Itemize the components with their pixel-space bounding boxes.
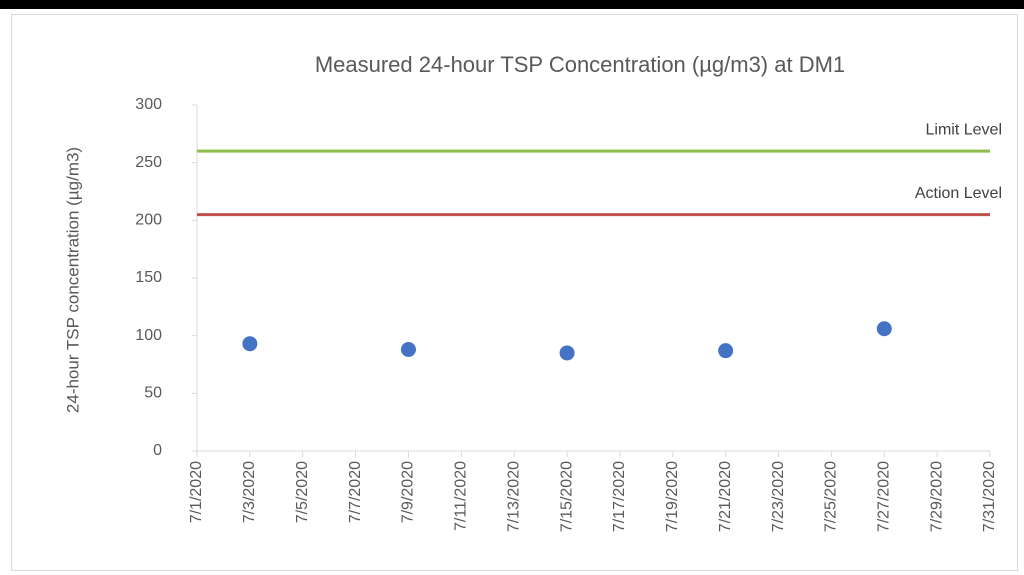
reference-line-label: Action Level [915,185,1002,202]
x-tick-label: 7/25/2020 [823,461,840,532]
x-tick-label: 7/23/2020 [770,461,787,532]
x-tick-label: 7/29/2020 [928,461,945,532]
x-tick-label: 7/15/2020 [558,461,575,532]
reference-line-label: Limit Level [926,121,1002,138]
data-point [876,321,892,337]
y-tick-label: 250 [135,154,162,171]
y-tick-label: 300 [135,96,162,113]
top-bar [0,0,1024,9]
y-tick-label: 200 [135,212,162,229]
x-tick-label: 7/9/2020 [400,461,417,523]
x-tick-label: 7/7/2020 [347,461,364,523]
x-tick-label: 7/31/2020 [981,461,998,532]
y-tick-label: 150 [135,269,162,286]
x-tick-label: 7/13/2020 [505,461,522,532]
x-tick-label: 7/21/2020 [717,461,734,532]
x-tick-label: 7/5/2020 [294,461,311,523]
data-point [400,342,416,358]
y-tick-label: 50 [144,385,162,402]
chart-frame [11,14,1018,571]
data-point [559,345,575,361]
x-tick-label: 7/27/2020 [875,461,892,532]
y-axis-label: 24-hour TSP concentration (µg/m3) [63,147,82,413]
x-tick-label: 7/1/2020 [188,461,205,523]
x-tick-label: 7/3/2020 [241,461,258,523]
data-point [242,336,258,352]
data-point [718,343,734,359]
y-tick-label: 0 [153,442,162,459]
x-tick-label: 7/17/2020 [611,461,628,532]
y-tick-label: 100 [135,327,162,344]
chart-title: Measured 24-hour TSP Concentration (µg/m… [315,52,845,77]
x-tick-label: 7/11/2020 [453,461,470,531]
x-tick-label: 7/19/2020 [664,461,681,532]
